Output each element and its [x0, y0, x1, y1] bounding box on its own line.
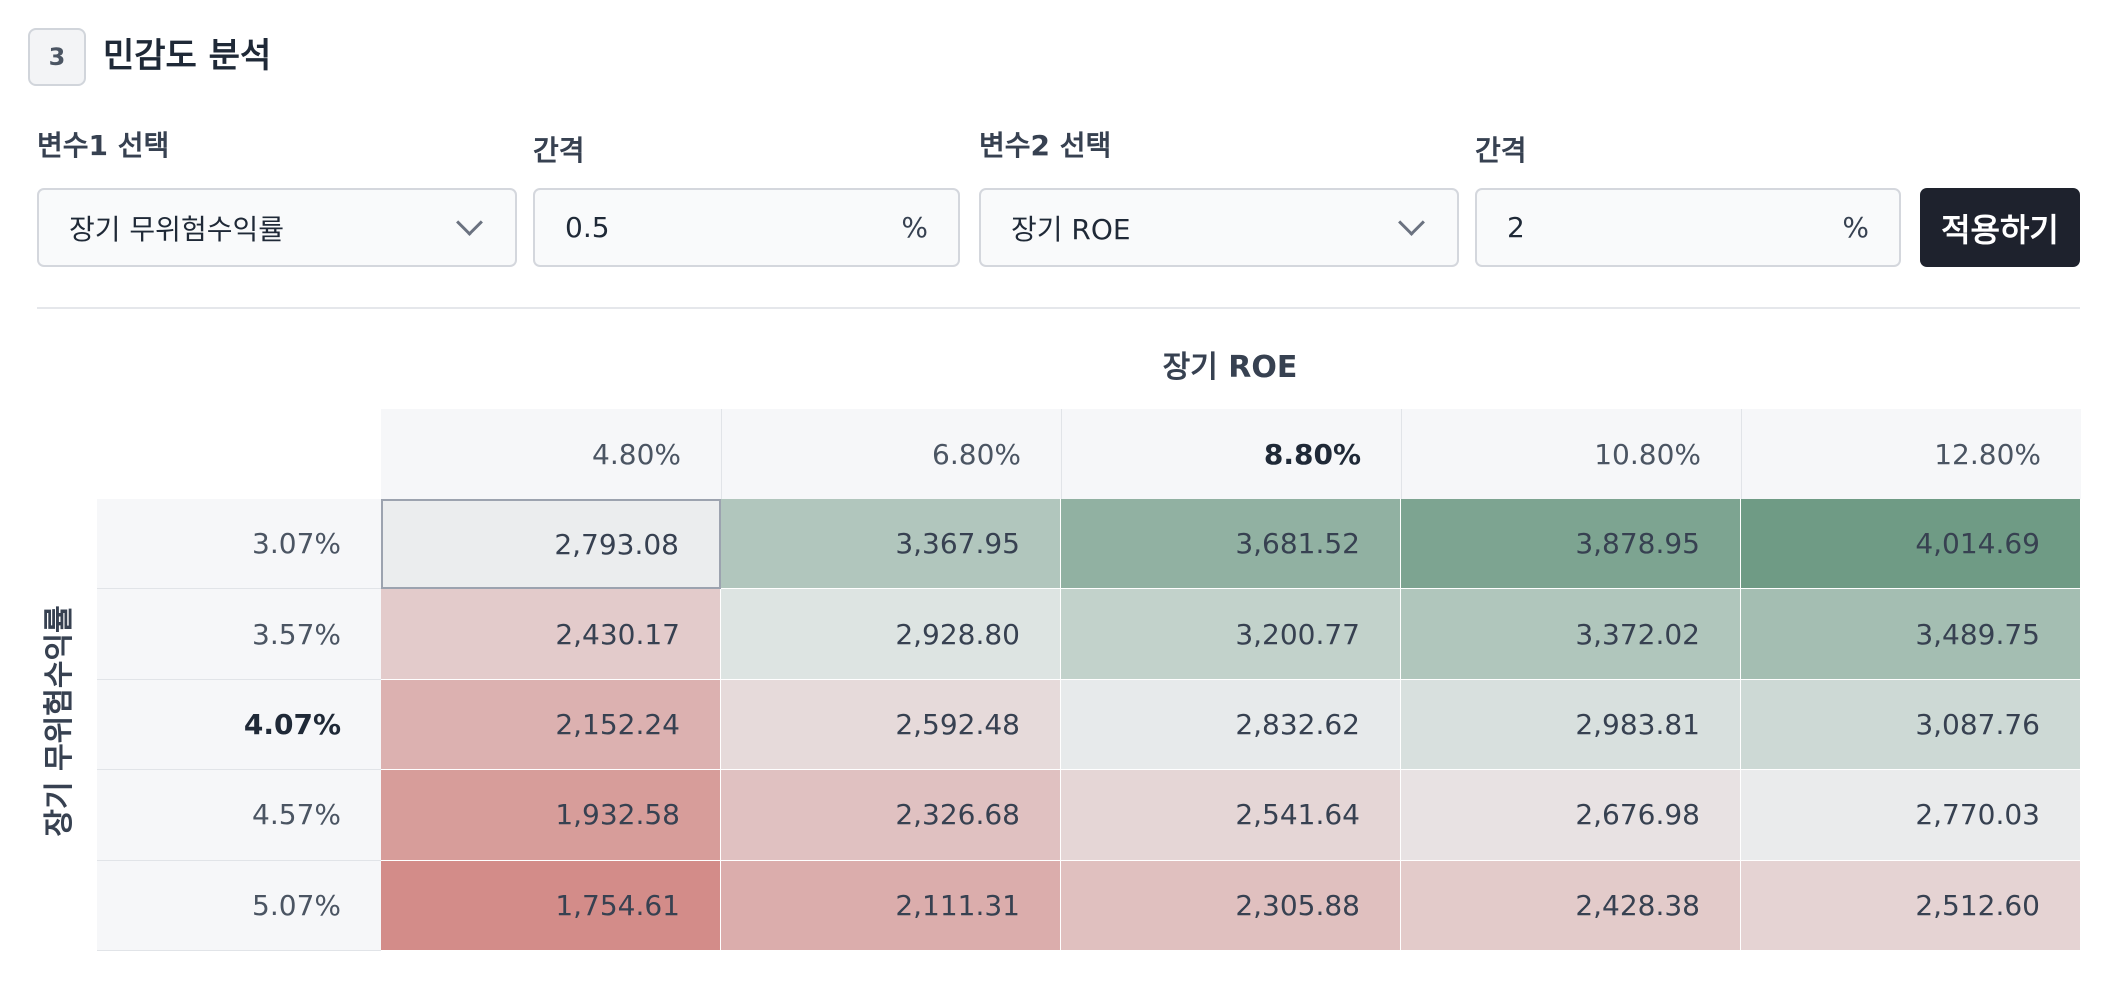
- step2-label: 간격: [1475, 134, 1527, 167]
- table-cell: 2,430.17: [381, 589, 721, 680]
- chevron-down-icon: [456, 209, 483, 236]
- table-cell: 3,367.95: [721, 499, 1061, 590]
- table-cell: 2,305.88: [1061, 860, 1401, 951]
- column-header: 8.80%: [1061, 409, 1401, 499]
- table-cell: 1,932.58: [381, 770, 721, 861]
- column-header: 12.80%: [1741, 409, 2081, 499]
- row-header: 4.07%: [97, 679, 381, 771]
- table-cell: 1,754.61: [381, 860, 721, 951]
- table-cell-base: 2,793.08: [381, 499, 721, 590]
- step1-input[interactable]: 0.5 %: [533, 188, 960, 267]
- step1-value: 0.5: [565, 211, 610, 244]
- apply-button[interactable]: 적용하기: [1920, 188, 2080, 267]
- table-cell: 2,832.62: [1061, 679, 1401, 771]
- row-header: 3.07%: [97, 499, 381, 590]
- chevron-down-icon: [1398, 209, 1425, 236]
- table-cell: 2,592.48: [721, 679, 1061, 771]
- sensitivity-table: 4.80% 6.80% 8.80% 10.80% 12.80% 3.07% 2,793.08…: [97, 409, 2081, 951]
- column-variable-title: 장기 ROE: [1162, 350, 1298, 385]
- percent-unit: %: [1842, 211, 1869, 244]
- var2-selected-value: 장기 ROE: [1011, 212, 1131, 246]
- var2-label: 변수2 선택: [979, 129, 1112, 162]
- table-cell: 2,928.80: [721, 589, 1061, 680]
- column-header: 6.80%: [721, 409, 1061, 499]
- table-cell: 2,983.81: [1401, 679, 1741, 771]
- table-cell: 3,681.52: [1061, 499, 1401, 590]
- var1-label: 변수1 선택: [37, 129, 170, 162]
- table-cell: 2,676.98: [1401, 770, 1741, 861]
- column-header: 4.80%: [381, 409, 721, 499]
- row-header: 3.57%: [97, 589, 381, 680]
- table-cell: 3,372.02: [1401, 589, 1741, 680]
- row-variable-title: 장기 무위험수익률: [42, 605, 77, 837]
- divider: [37, 307, 2080, 309]
- table-cell: 2,541.64: [1061, 770, 1401, 861]
- step-number-badge: 3: [28, 28, 86, 86]
- table-cell: 2,428.38: [1401, 860, 1741, 951]
- table-cell: 3,200.77: [1061, 589, 1401, 680]
- table-cell: 2,152.24: [381, 679, 721, 771]
- row-header: 5.07%: [97, 860, 381, 951]
- table-cell: 2,770.03: [1741, 770, 2081, 861]
- var1-select[interactable]: 장기 무위험수익률: [37, 188, 517, 267]
- table-cell: 3,878.95: [1401, 499, 1741, 590]
- percent-unit: %: [901, 211, 928, 244]
- table-cell: 3,489.75: [1741, 589, 2081, 680]
- row-header: 4.57%: [97, 770, 381, 861]
- section-title: 민감도 분석: [103, 36, 272, 76]
- step2-input[interactable]: 2 %: [1475, 188, 1901, 267]
- table-cell: 3,087.76: [1741, 679, 2081, 771]
- var2-select[interactable]: 장기 ROE: [979, 188, 1459, 267]
- column-header: 10.80%: [1401, 409, 1741, 499]
- var1-selected-value: 장기 무위험수익률: [69, 212, 284, 246]
- step1-label: 간격: [533, 134, 585, 167]
- step2-value: 2: [1507, 211, 1525, 244]
- table-cell: 4,014.69: [1741, 499, 2081, 590]
- table-cell: 2,326.68: [721, 770, 1061, 861]
- table-cell: 2,111.31: [721, 860, 1061, 951]
- table-cell: 2,512.60: [1741, 860, 2081, 951]
